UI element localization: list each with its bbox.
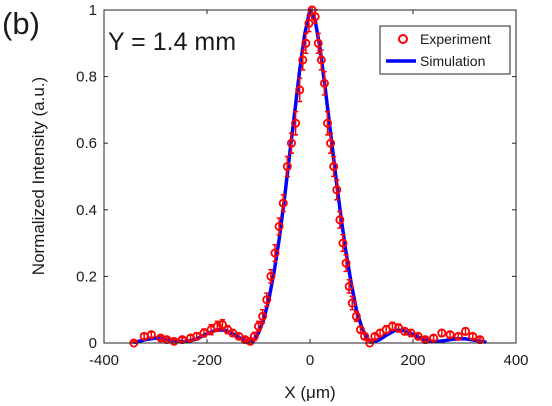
experiment-point xyxy=(332,179,342,201)
experiment-point xyxy=(437,328,447,338)
x-axis-label: X (μm) xyxy=(284,383,335,402)
y-tick-label: 0.8 xyxy=(76,69,97,86)
panel-label: (b) xyxy=(2,6,40,41)
experiment-point xyxy=(347,295,357,311)
annotation-label: Y = 1.4 mm xyxy=(108,28,236,56)
legend-experiment-label: Experiment xyxy=(420,31,491,47)
experiment-point xyxy=(177,335,187,345)
experiment-point xyxy=(304,14,314,33)
experiment-point xyxy=(413,331,423,341)
experiment-point xyxy=(270,244,280,263)
experiment-point xyxy=(253,320,263,333)
y-tick-label: 0.6 xyxy=(76,135,97,152)
experiment-point xyxy=(475,335,485,345)
experiment-point xyxy=(319,70,329,96)
x-tick-label: 200 xyxy=(400,352,425,369)
experiment-point xyxy=(291,110,301,136)
experiment-point xyxy=(146,330,156,340)
y-axis-label: Normalized Intensity (a.u.) xyxy=(29,77,48,275)
experiment-point xyxy=(326,132,336,154)
experiment-point xyxy=(445,330,455,340)
experiment-point xyxy=(295,77,305,103)
experiment-point xyxy=(335,210,345,229)
experiment-point xyxy=(286,132,296,154)
experiment-point xyxy=(429,333,439,343)
experiment-point xyxy=(192,331,202,341)
experiment-point xyxy=(316,49,326,71)
y-tick-label: 0 xyxy=(89,335,97,352)
legend-experiment-marker xyxy=(398,34,408,44)
legend-box xyxy=(379,25,511,75)
experiment-point xyxy=(344,278,354,294)
experiment-point xyxy=(341,254,351,273)
experiment-point xyxy=(282,155,292,178)
experiment-point xyxy=(212,320,222,333)
experiment-point xyxy=(199,328,209,338)
x-tick-label: 400 xyxy=(503,352,528,369)
x-tick-label: 0 xyxy=(306,352,314,369)
experiment-point xyxy=(301,32,311,55)
experiment-point xyxy=(262,292,272,308)
experiment-point xyxy=(217,318,227,331)
experiment-point xyxy=(453,331,463,341)
experiment-point xyxy=(313,32,323,55)
legend: Experiment Simulation xyxy=(379,25,511,75)
experiment-point xyxy=(329,155,339,178)
legend-simulation-label: Simulation xyxy=(420,53,485,69)
experiment-point xyxy=(461,326,471,336)
experiment-point xyxy=(323,110,333,136)
experiment-point xyxy=(278,194,288,213)
y-tick-label: 0.4 xyxy=(76,202,97,219)
experiment-point xyxy=(360,331,370,341)
experiment-point xyxy=(468,331,478,341)
experiment-layer xyxy=(129,5,485,348)
experiment-point xyxy=(351,310,361,323)
x-tick-label: -200 xyxy=(192,352,222,369)
tick-layer: -400 -200 0 200 400 0 0.2 0.4 0.6 0.8 1 xyxy=(76,2,528,369)
y-tick-label: 1 xyxy=(89,2,97,19)
experiment-point xyxy=(274,217,284,236)
y-tick-label: 0.2 xyxy=(76,268,97,285)
experiment-point xyxy=(298,49,308,71)
experiment-point xyxy=(258,308,268,324)
experiment-point xyxy=(249,331,259,342)
x-tick-label: -400 xyxy=(89,352,119,369)
experiment-point xyxy=(338,234,348,253)
experiment-point xyxy=(266,268,276,284)
experiment-point xyxy=(406,328,416,338)
